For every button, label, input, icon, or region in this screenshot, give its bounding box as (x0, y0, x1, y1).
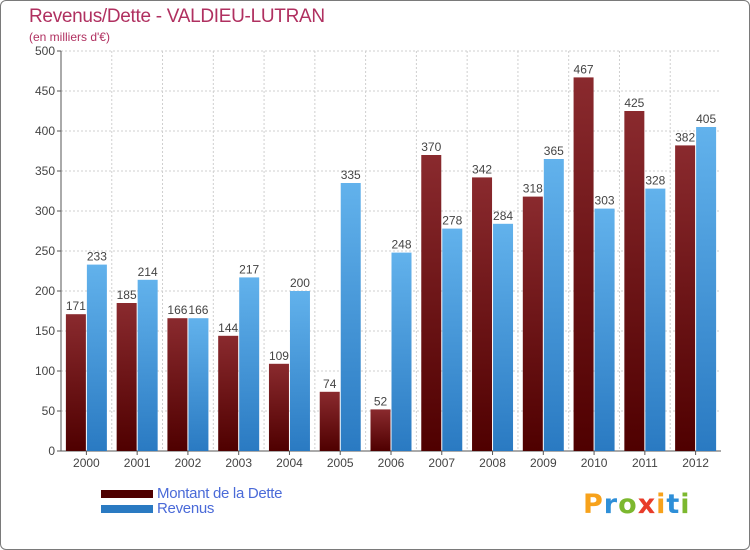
logo-letter: o (618, 489, 638, 520)
bar-revenus (696, 127, 717, 451)
legend-label-revenus: Revenus (157, 500, 215, 517)
data-label-revenus: 166 (188, 303, 208, 317)
logo-letter: x (637, 489, 657, 520)
data-label-dette: 171 (66, 299, 86, 313)
bar-dette (319, 391, 340, 451)
data-label-revenus: 200 (290, 276, 310, 290)
bar-dette (421, 155, 442, 451)
x-tick-label: 2007 (428, 456, 455, 470)
bar-dette (573, 77, 594, 452)
y-tick-label: 450 (35, 84, 55, 98)
data-label-dette: 166 (167, 303, 187, 317)
bar-revenus (188, 318, 209, 451)
x-tick-label: 2008 (479, 456, 506, 470)
y-tick-label: 50 (42, 404, 56, 418)
legend-swatch-revenus (101, 505, 153, 513)
data-label-revenus: 233 (87, 250, 107, 264)
y-tick-label: 0 (48, 444, 55, 458)
bar-revenus (340, 183, 361, 451)
bar-dette (218, 335, 239, 451)
data-label-dette: 109 (269, 349, 289, 363)
x-tick-label: 2005 (327, 456, 354, 470)
y-tick-label: 150 (35, 324, 55, 338)
legend-label-dette: Montant de la Dette (157, 485, 283, 502)
y-tick-label: 200 (35, 284, 55, 298)
data-label-dette: 318 (523, 182, 543, 196)
bar-revenus (594, 208, 615, 451)
bar-revenus (137, 279, 158, 451)
bar-dette (472, 177, 493, 451)
logo-letter: i (680, 489, 691, 520)
data-label-dette: 52 (374, 394, 388, 408)
proxiti-logo: Proxiti (583, 489, 691, 520)
bar-revenus (543, 159, 564, 451)
x-tick-label: 2011 (632, 456, 658, 470)
data-label-dette: 144 (218, 321, 238, 335)
chart-subtitle: (en milliers d'€) (29, 30, 110, 44)
y-tick-label: 100 (35, 364, 55, 378)
x-tick-label: 2004 (276, 456, 303, 470)
bar-revenus (391, 252, 412, 451)
bar-dette (624, 111, 645, 451)
bar-dette (167, 318, 188, 451)
axis-layer: 0 50 100 150 200 250 300 350 400 450 500 2000 2001 20… (35, 44, 721, 470)
y-tick-label: 400 (35, 124, 55, 138)
data-label-revenus: 248 (391, 238, 411, 252)
data-label-revenus: 405 (696, 112, 716, 126)
logo-letter: i (656, 489, 667, 520)
logo-letter: P (583, 489, 604, 520)
data-label-dette: 425 (624, 96, 644, 110)
bar-layer (65, 77, 717, 452)
data-label-revenus: 284 (493, 209, 513, 223)
bar-revenus (493, 223, 514, 451)
x-tick-label: 2012 (682, 456, 709, 470)
grid-layer (61, 50, 721, 451)
data-label-dette: 74 (323, 377, 337, 391)
data-label-revenus: 214 (138, 265, 158, 279)
y-tick-label: 250 (35, 244, 55, 258)
y-tick-label: 300 (35, 204, 55, 218)
bar-revenus (86, 264, 107, 451)
data-label-dette: 467 (574, 62, 594, 76)
data-label-dette: 370 (421, 140, 441, 154)
bar-dette (675, 145, 696, 451)
x-tick-label: 2006 (378, 456, 405, 470)
data-label-dette: 185 (117, 288, 137, 302)
data-label-revenus: 303 (595, 194, 615, 208)
x-tick-label: 2000 (73, 456, 100, 470)
bar-dette (65, 314, 86, 451)
bar-dette (522, 196, 543, 451)
bar-dette (116, 303, 137, 451)
data-label-revenus: 335 (341, 168, 361, 182)
bar-dette (370, 409, 391, 451)
bar-dette (268, 363, 289, 451)
data-label-dette: 342 (472, 162, 492, 176)
legend-swatch-dette (101, 490, 153, 498)
chart-title: Revenus/Dette - VALDIEU-LUTRAN (29, 6, 325, 27)
data-label-revenus: 365 (544, 144, 564, 158)
bar-revenus (645, 188, 666, 451)
bar-revenus (289, 291, 310, 451)
x-tick-label: 2001 (124, 456, 151, 470)
logo-letter: t (666, 489, 681, 520)
data-label-revenus: 328 (645, 174, 665, 188)
y-tick-label: 350 (35, 164, 55, 178)
x-tick-label: 2003 (225, 456, 252, 470)
logo-letter: r (603, 489, 619, 520)
y-tick-label: 500 (35, 44, 55, 58)
data-label-dette: 382 (675, 130, 695, 144)
x-tick-label: 2002 (175, 456, 202, 470)
data-label-revenus: 278 (442, 214, 462, 228)
data-label-revenus: 217 (239, 262, 259, 276)
x-tick-label: 2009 (530, 456, 557, 470)
bar-revenus (442, 228, 463, 451)
x-tick-label: 2010 (581, 456, 608, 470)
bar-revenus (239, 277, 260, 451)
